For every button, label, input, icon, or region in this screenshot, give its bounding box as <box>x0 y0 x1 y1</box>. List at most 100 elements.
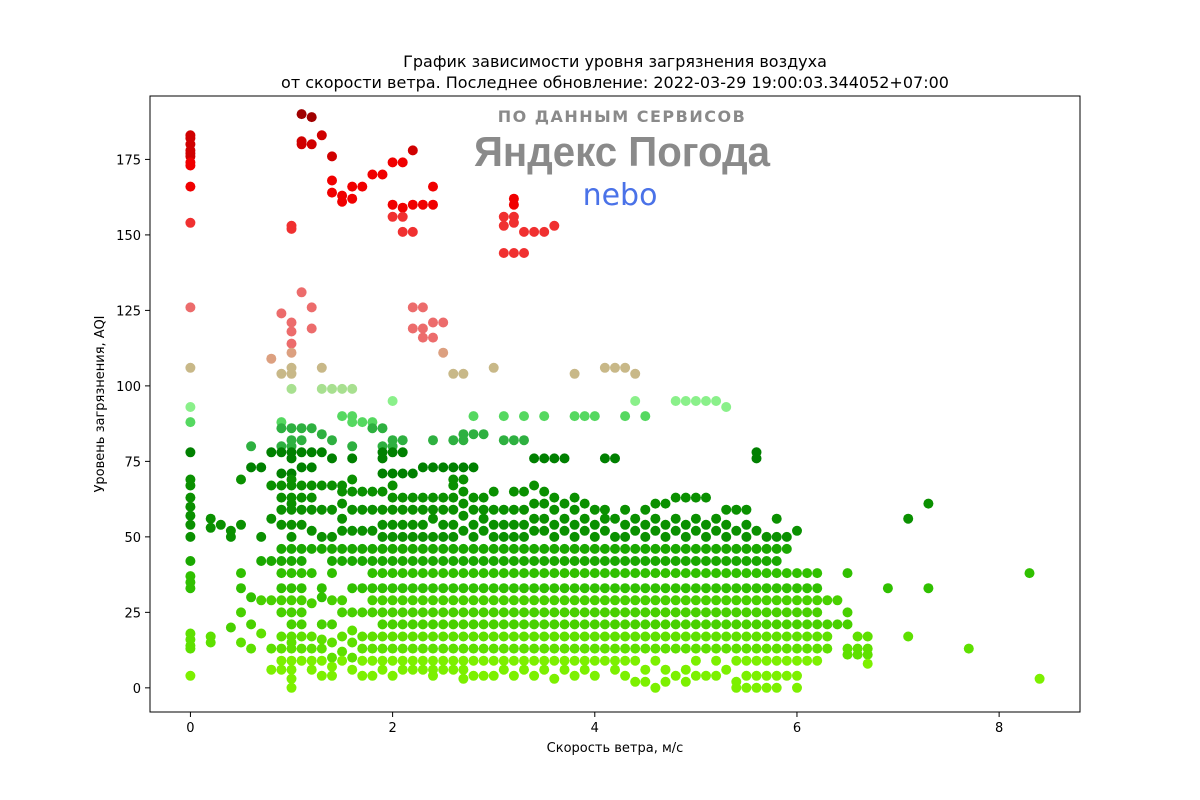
data-point <box>711 607 722 618</box>
data-point <box>539 583 550 594</box>
data-point <box>468 619 479 630</box>
data-point <box>731 568 742 579</box>
y-tick-label: 175 <box>116 153 141 168</box>
data-point <box>640 619 651 630</box>
y-tick-label: 25 <box>124 606 141 621</box>
data-point <box>337 498 348 509</box>
data-point <box>498 543 509 554</box>
data-point <box>286 583 297 594</box>
data-point <box>630 556 641 566</box>
data-point <box>458 556 469 566</box>
data-point <box>579 513 590 524</box>
data-point <box>842 649 853 660</box>
data-point <box>792 595 802 606</box>
data-point <box>539 486 550 497</box>
data-point <box>488 607 499 618</box>
data-point <box>549 673 560 684</box>
data-point <box>468 531 479 542</box>
data-point <box>690 607 701 618</box>
data-point <box>488 643 499 654</box>
nebo-logo-text: nebo <box>583 178 658 213</box>
data-point <box>468 543 479 554</box>
data-point <box>498 220 509 231</box>
y-tick-label: 75 <box>124 455 141 470</box>
data-point <box>640 568 651 579</box>
data-point <box>610 513 620 524</box>
data-point <box>650 583 661 594</box>
data-point <box>428 607 438 618</box>
data-point <box>185 480 196 491</box>
data-point <box>701 643 711 654</box>
data-point <box>387 211 398 222</box>
data-point <box>670 619 681 630</box>
data-point <box>620 556 631 566</box>
data-point <box>721 631 732 642</box>
data-point <box>660 619 671 630</box>
data-point <box>286 673 297 684</box>
data-point <box>185 492 196 503</box>
data-point <box>428 531 438 542</box>
data-point <box>236 568 246 579</box>
data-point <box>650 607 661 618</box>
data-point <box>407 492 418 503</box>
data-point <box>660 631 671 642</box>
data-point <box>549 492 560 503</box>
data-point <box>569 492 580 503</box>
data-point <box>579 556 590 566</box>
data-point <box>529 568 540 579</box>
y-tick-label: 150 <box>116 229 141 244</box>
data-point <box>549 568 560 579</box>
data-point <box>347 417 358 428</box>
data-point <box>620 655 631 666</box>
data-point <box>347 556 358 566</box>
data-point <box>357 417 368 428</box>
data-point <box>569 568 580 579</box>
data-point <box>296 556 307 566</box>
data-point <box>458 510 469 521</box>
data-point <box>802 619 813 630</box>
data-point <box>721 543 732 554</box>
data-point <box>569 595 580 606</box>
data-point <box>357 486 368 497</box>
data-point <box>630 543 641 554</box>
data-point <box>660 583 671 594</box>
data-point <box>589 519 600 530</box>
data-point <box>478 492 489 503</box>
data-point <box>751 619 762 630</box>
data-point <box>377 519 388 530</box>
data-point <box>327 187 337 198</box>
data-point <box>539 595 550 606</box>
data-point <box>498 504 509 515</box>
data-point <box>438 504 449 515</box>
data-point <box>397 631 408 642</box>
data-point <box>701 519 711 530</box>
data-point <box>771 655 782 666</box>
data-point <box>468 504 479 515</box>
data-point <box>498 643 509 654</box>
data-point <box>367 631 378 642</box>
data-point <box>559 568 570 579</box>
x-tick-label: 0 <box>186 721 194 736</box>
data-point <box>519 568 529 579</box>
data-point <box>266 447 277 458</box>
data-point <box>508 435 519 446</box>
data-point <box>1024 568 1035 579</box>
data-point <box>367 643 378 654</box>
data-point <box>680 519 691 530</box>
data-point <box>529 655 540 666</box>
data-point <box>539 643 550 654</box>
data-point <box>468 655 479 666</box>
data-point <box>630 525 641 536</box>
data-point <box>579 619 590 630</box>
data-point <box>781 583 792 594</box>
chart-title-line-1: График зависимости уровня загрязнения во… <box>403 52 827 71</box>
data-point <box>458 607 469 618</box>
data-point <box>387 468 398 479</box>
data-point <box>519 583 529 594</box>
data-point <box>650 568 661 579</box>
data-point <box>357 631 368 642</box>
data-point <box>185 447 196 458</box>
data-point <box>802 655 813 666</box>
data-point <box>701 531 711 542</box>
data-point <box>721 595 732 606</box>
